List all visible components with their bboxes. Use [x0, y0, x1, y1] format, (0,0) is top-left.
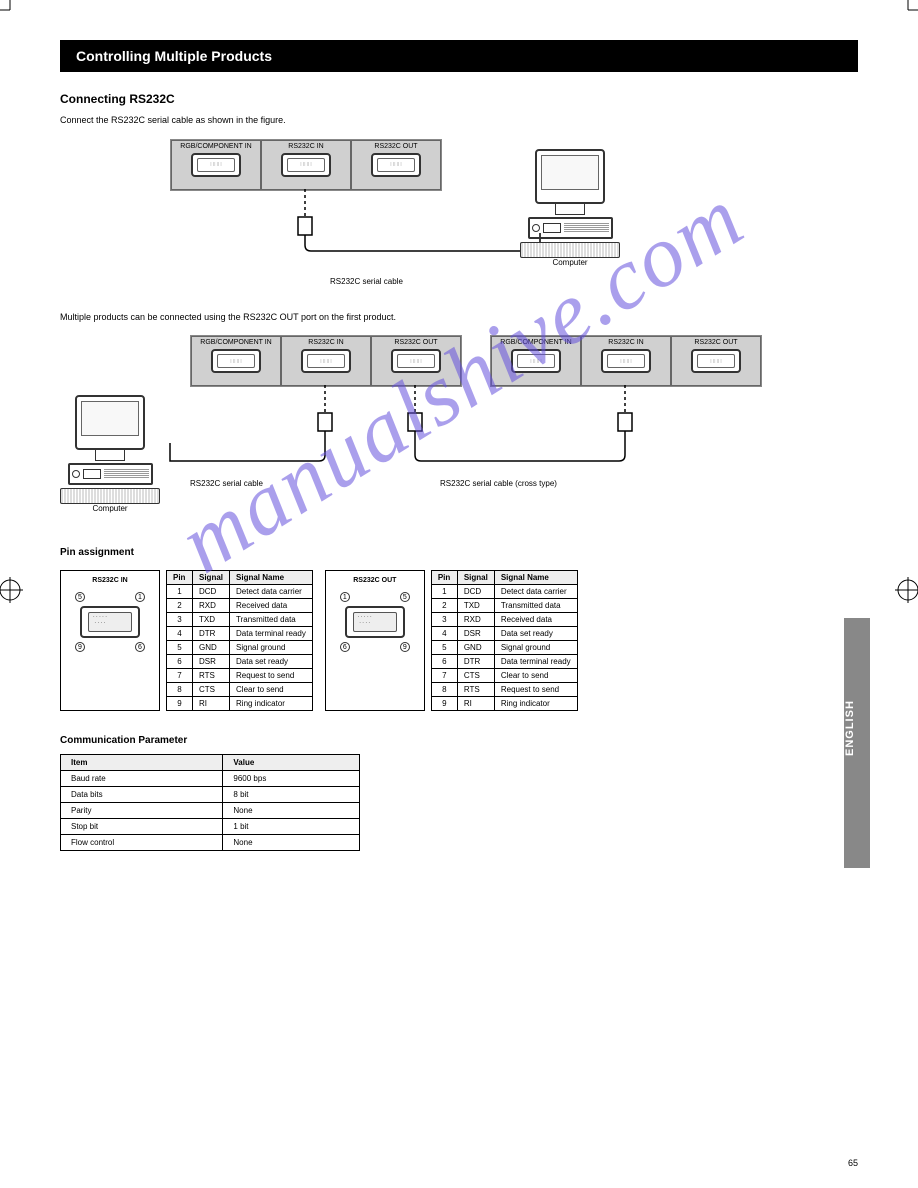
- table-row: 2RXDReceived data: [167, 599, 313, 613]
- table-row: 1DCDDetect data carrier: [167, 585, 313, 599]
- comm-heading: Communication Parameter: [60, 735, 858, 746]
- pin-diagram-left: RS232C IN 5 1 · · · · · · · · · 9 6: [60, 570, 160, 711]
- cable-label-1: RS232C serial cable: [330, 277, 403, 286]
- port2b-out: RS232C OUT∷∷∷: [671, 336, 761, 386]
- diagram-2: RGB/COMPONENT IN∷∷∷ RS232C IN∷∷∷ RS232C …: [60, 335, 858, 535]
- table-row: Data bits8 bit: [61, 787, 360, 803]
- computer-label-2: Computer: [92, 504, 127, 513]
- table-row: 9RIRing indicator: [167, 697, 313, 711]
- cable-label-2b: RS232C serial cable (cross type): [440, 479, 557, 488]
- table-row: 3RXDReceived data: [431, 613, 577, 627]
- computer-1: Computer: [520, 149, 620, 267]
- multi-text: Multiple products can be connected using…: [60, 311, 858, 324]
- diagram-1: RGB/COMPONENT IN∷∷∷ RS232C IN∷∷∷ RS232C …: [60, 139, 858, 299]
- table-row: 4DSRData set ready: [431, 627, 577, 641]
- table-row: 1DCDDetect data carrier: [431, 585, 577, 599]
- connecting-heading: Connecting RS232C: [60, 92, 858, 106]
- table-row: 4DTRData terminal ready: [167, 627, 313, 641]
- computer-label-1: Computer: [552, 258, 587, 267]
- table-row: 9RIRing indicator: [431, 697, 577, 711]
- port2a-rgb: RGB/COMPONENT IN∷∷∷: [191, 336, 281, 386]
- table-row: 6DTRData terminal ready: [431, 655, 577, 669]
- connecting-text: Connect the RS232C serial cable as shown…: [60, 114, 858, 127]
- port2a-in: RS232C IN∷∷∷: [281, 336, 371, 386]
- cable-2: [60, 385, 780, 495]
- pin-block-right: RS232C OUT 1 5 · · · · · · · · · 6 9 Pin…: [325, 570, 578, 711]
- pin-table-right: PinSignalSignal Name 1DCDDetect data car…: [431, 570, 578, 711]
- table-row: 6DSRData set ready: [167, 655, 313, 669]
- page-number: 65: [848, 1158, 858, 1168]
- port-panel-1: RGB/COMPONENT IN∷∷∷ RS232C IN∷∷∷ RS232C …: [170, 139, 442, 191]
- pin-heading: Pin assignment: [60, 547, 858, 558]
- pin-table-left: PinSignalSignal Name 1DCDDetect data car…: [166, 570, 313, 711]
- pin-tables-row: RS232C IN 5 1 · · · · · · · · · 9 6 PinS…: [60, 570, 858, 711]
- table-row: Stop bit1 bit: [61, 819, 360, 835]
- port-rgb: RGB/COMPONENT IN∷∷∷: [171, 140, 261, 190]
- computer-2: Computer: [60, 395, 160, 513]
- port2a-out: RS232C OUT∷∷∷: [371, 336, 461, 386]
- table-row: 5GNDSignal ground: [431, 641, 577, 655]
- port-panel-2b: RGB/COMPONENT IN∷∷∷ RS232C IN∷∷∷ RS232C …: [490, 335, 762, 387]
- table-row: 7RTSRequest to send: [167, 669, 313, 683]
- port-in: RS232C IN∷∷∷: [261, 140, 351, 190]
- pin-block-left: RS232C IN 5 1 · · · · · · · · · 9 6 PinS…: [60, 570, 313, 711]
- page-content: Controlling Multiple Products Connecting…: [0, 0, 918, 891]
- table-row: Flow controlNone: [61, 835, 360, 851]
- port-out: RS232C OUT∷∷∷: [351, 140, 441, 190]
- port-panel-2a: RGB/COMPONENT IN∷∷∷ RS232C IN∷∷∷ RS232C …: [190, 335, 462, 387]
- pin-diagram-right: RS232C OUT 1 5 · · · · · · · · · 6 9: [325, 570, 425, 711]
- table-row: 7CTSClear to send: [431, 669, 577, 683]
- table-row: 3TXDTransmitted data: [167, 613, 313, 627]
- comm-table: ItemValue Baud rate9600 bpsData bits8 bi…: [60, 754, 360, 851]
- table-row: 8CTSClear to send: [167, 683, 313, 697]
- table-row: 5GNDSignal ground: [167, 641, 313, 655]
- port2b-rgb: RGB/COMPONENT IN∷∷∷: [491, 336, 581, 386]
- page-title-bar: Controlling Multiple Products: [60, 40, 858, 72]
- table-row: Baud rate9600 bps: [61, 771, 360, 787]
- port2b-in: RS232C IN∷∷∷: [581, 336, 671, 386]
- table-row: 8RTSRequest to send: [431, 683, 577, 697]
- table-row: ParityNone: [61, 803, 360, 819]
- table-row: 2TXDTransmitted data: [431, 599, 577, 613]
- cable-label-2a: RS232C serial cable: [190, 479, 263, 488]
